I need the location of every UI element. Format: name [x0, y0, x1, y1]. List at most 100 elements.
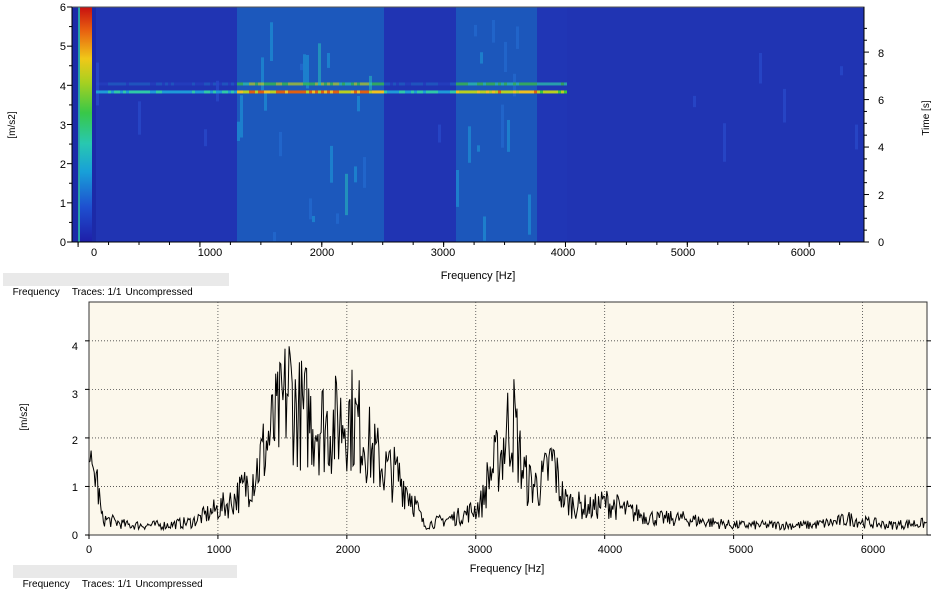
spectrogram-cell	[714, 7, 717, 242]
spectrogram-cell	[621, 7, 624, 242]
spectrogram-cell	[327, 82, 330, 86]
spectrogram-cell	[672, 7, 675, 242]
spectrogram-cell	[555, 7, 558, 242]
spectrogram-cell	[840, 66, 843, 76]
spectrogram-cell	[492, 7, 495, 242]
spectrogram-cell	[312, 215, 315, 223]
x-tick-label: 0	[86, 544, 92, 556]
spectrogram-cell	[474, 24, 477, 37]
spectrogram-cell	[228, 82, 231, 86]
x-tick-label: 3000	[468, 544, 492, 556]
spectrogram-cell	[336, 7, 339, 242]
spectrogram-cell	[681, 7, 684, 242]
spectrogram-cell	[459, 82, 462, 86]
spectrogram-cell	[240, 7, 243, 242]
y-tick-label: 4	[72, 341, 78, 353]
spectrogram-cell	[267, 82, 270, 86]
spectrogram-cell	[348, 90, 351, 94]
spectrogram-cell	[207, 82, 210, 86]
spectrum-panel[interactable]	[85, 301, 931, 539]
spectrogram-cell	[456, 90, 459, 94]
spectrogram-cell	[150, 7, 153, 242]
spectrogram-cell	[315, 7, 318, 242]
spectrogram-cell	[492, 82, 495, 86]
spectrogram-cell	[423, 82, 426, 86]
spectrogram-cell	[528, 194, 531, 235]
spectrogram-cell	[513, 82, 516, 86]
spectrogram-cell	[267, 90, 270, 94]
spectrogram-cell	[489, 7, 492, 242]
spectrogram-cell	[105, 82, 108, 86]
spectrogram-cell	[414, 82, 417, 86]
spectrogram-cell	[216, 82, 219, 86]
spectrogram-cell	[432, 90, 435, 94]
spectrogram-cells	[78, 7, 864, 242]
spectrogram-cell	[444, 7, 447, 242]
spectrogram-cell	[393, 90, 396, 94]
spectrogram-cell	[273, 7, 276, 242]
spectrogram-cell	[591, 7, 594, 242]
spectrogram-cell	[747, 7, 750, 242]
spectrogram-cell	[813, 7, 816, 242]
spectrogram-cell	[174, 82, 177, 86]
spectrogram-cell	[264, 90, 267, 94]
spectrogram-cell	[291, 7, 294, 242]
spectrogram-panel[interactable]	[71, 6, 865, 243]
spectrogram-cell	[435, 82, 438, 86]
spectrogram-cell	[528, 82, 531, 86]
spectrogram-cell	[537, 82, 540, 86]
spectrogram-cell	[273, 82, 276, 86]
spectrogram-cell	[495, 82, 498, 86]
x-tick-label: 1000	[207, 544, 231, 556]
spectrogram-cell	[447, 90, 450, 94]
spectrogram-cell	[531, 82, 534, 86]
color-scale-bar	[80, 7, 92, 242]
spectrogram-cell	[174, 90, 177, 94]
spectrogram-cell	[483, 82, 486, 86]
spectrogram-cell	[297, 90, 300, 94]
spectrogram-cell	[279, 90, 282, 94]
spectrogram-cell	[123, 7, 126, 242]
spectrogram-cell	[501, 7, 504, 242]
spectrogram-cell	[189, 90, 192, 94]
spectrogram-cell	[213, 90, 216, 94]
spectrogram-cell	[264, 91, 267, 111]
spectrogram-cell	[645, 7, 648, 242]
spectrogram-cell	[396, 82, 399, 86]
spectrogram-cell	[321, 7, 324, 242]
spectrogram-cell	[126, 7, 129, 242]
spectrogram-cell	[120, 82, 123, 86]
spectrogram-cell	[702, 7, 705, 242]
spectrogram-cell	[462, 7, 465, 242]
time-axis: 0 2 4 6 8 Time [s]	[863, 7, 932, 249]
spectrogram-cell	[777, 7, 780, 242]
spectrogram-cell	[147, 7, 150, 242]
spectrogram-cell	[222, 7, 225, 242]
spectrogram-cell	[159, 7, 162, 242]
spectrogram-cell	[783, 7, 786, 242]
spectrogram-cell	[330, 7, 333, 242]
spectrogram-cell	[471, 90, 474, 94]
spectrogram-cell	[348, 7, 351, 242]
spectrogram-cell	[231, 82, 234, 86]
spectrogram-cell	[468, 90, 471, 94]
spectrogram-cell	[234, 82, 237, 86]
spectrogram-cell	[603, 7, 606, 242]
x-tick-label: 6000	[861, 544, 885, 556]
spectrogram-cell	[600, 7, 603, 242]
spectrogram-cell	[789, 7, 792, 242]
spectrogram-cell	[759, 7, 762, 242]
spectrogram-cell	[807, 7, 810, 242]
spectrogram-cell	[297, 7, 300, 242]
status-bar-spectrum: Frequency Traces: 1/1 Uncompressed	[13, 565, 237, 590]
spectrogram-cell	[153, 90, 156, 94]
spectrogram-cell	[117, 90, 120, 94]
spectrogram-cell	[498, 82, 501, 86]
spectrogram-cell	[153, 82, 156, 86]
spectrogram-cell	[345, 7, 348, 242]
spectrogram-cell	[363, 7, 366, 242]
spectrogram-cell	[258, 82, 261, 86]
spectrogram-cell	[525, 7, 528, 242]
spectrogram-cell	[306, 82, 309, 86]
spectrogram-cell	[276, 7, 279, 242]
